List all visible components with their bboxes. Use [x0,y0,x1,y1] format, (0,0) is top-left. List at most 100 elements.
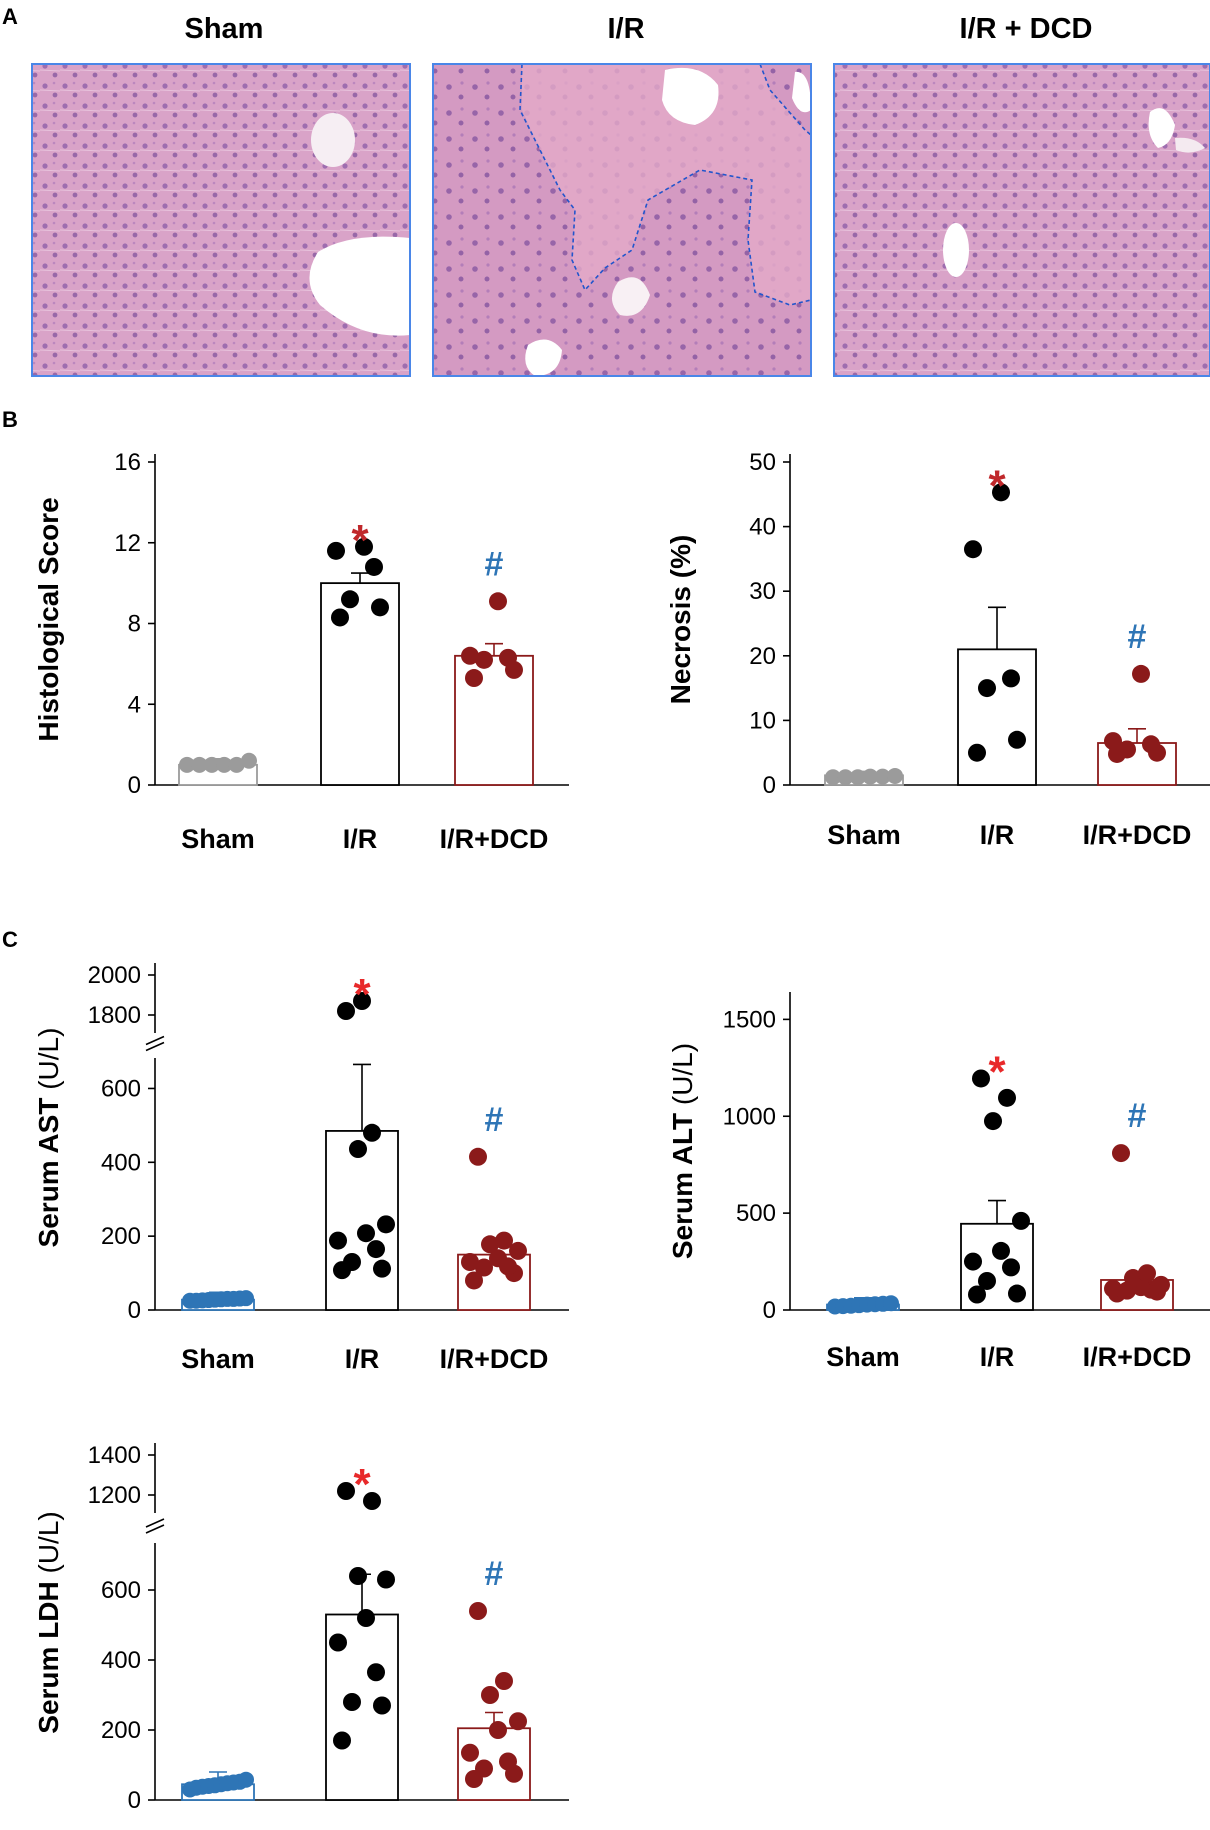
data-point [1142,735,1160,754]
data-point [349,1140,367,1159]
data-point [329,1231,347,1250]
data-point [489,592,507,611]
panel-letter-b: B [2,407,18,432]
panel-letter-a: A [2,4,18,29]
data-point [469,1147,487,1166]
category-label: I/R+DCD [1083,1342,1192,1372]
significance-hash: # [485,1555,504,1593]
histology-photo-sham [31,63,411,377]
y-tick-label: 20 [749,643,776,670]
y-tick-label: 0 [128,772,141,799]
y-tick-label: 400 [101,1647,141,1674]
category-label: I/R+DCD [440,824,549,854]
data-point [489,1721,507,1739]
data-point [509,1241,527,1260]
y-axis-label-unit: (U/L) [667,1043,698,1105]
y-axis-label: Serum ALT (U/L) [667,1043,698,1259]
category-label: I/R [343,824,378,854]
data-point [1138,1264,1156,1283]
data-point [499,648,517,667]
category-label: Sham [181,1344,255,1374]
data-point [377,1570,395,1589]
data-point [341,590,359,609]
data-point [495,1672,513,1690]
category-label: I/R [980,1342,1015,1372]
category-label: I/R+DCD [440,1344,549,1374]
category-label: Sham [181,824,255,854]
data-point [228,756,245,773]
y-tick-label: 0 [128,1297,141,1324]
data-point [972,1069,990,1088]
y-axis-label-name: Serum ALT [667,1105,698,1259]
y-tick-label: 600 [101,1075,141,1102]
y-tick-label: 40 [749,514,776,541]
data-point [968,743,986,762]
data-point [964,1252,982,1271]
data-point [1104,1279,1122,1298]
data-point [968,1285,986,1304]
data-point [203,756,220,773]
data-point [216,756,233,773]
y-tick-label: 600 [101,1577,141,1604]
significance-star: * [353,970,371,1019]
significance-hash: # [1128,618,1147,656]
data-point [357,1224,375,1243]
data-point [1152,1275,1170,1294]
data-point [1002,1258,1020,1277]
data-point [355,537,373,556]
chart-serum-alt: 0 500 1000 1500 Serum ALT (U/L) Sham I/R * I/R+D… [667,992,1210,1372]
y-tick-label: 1000 [723,1103,776,1130]
data-point [371,598,389,617]
y-axis-label-unit: (U/L) [33,1511,64,1573]
data-point [475,650,493,669]
data-point [238,1290,254,1307]
histology-photo-ir-dcd [833,63,1210,377]
data-point [469,1602,487,1620]
data-point [495,1231,513,1250]
category-label: I/R [345,1344,380,1374]
y-tick-label: 500 [736,1200,776,1227]
y-tick-label: 50 [749,449,776,476]
data-point [998,1088,1016,1107]
data-point [1008,730,1026,749]
y-tick-label: 200 [101,1717,141,1744]
category-label: I/R [980,820,1015,850]
significance-star: * [988,1047,1006,1096]
category-label: I/R+DCD [1083,820,1192,850]
data-point [1132,664,1150,683]
y-tick-label-upper: 1400 [88,1442,141,1469]
data-point [874,768,891,785]
significance-hash: # [485,545,504,583]
data-point [461,1253,479,1271]
data-point [992,483,1010,502]
category-label: Sham [827,820,901,850]
data-point [1112,1144,1130,1163]
chart-necrosis: 0 10 20 30 40 50 Necrosis (%) Sham I/R * I/R+DCD # [665,449,1210,850]
data-point [837,769,854,786]
data-point [465,669,483,688]
data-point [461,1743,479,1762]
data-point [353,992,371,1010]
data-point [499,1752,517,1771]
data-point [475,1258,493,1277]
data-point [367,1240,385,1259]
data-point [461,646,479,665]
data-point [179,756,195,773]
data-point [191,756,208,773]
histology-photo-ir [432,63,812,377]
data-point [465,1271,483,1290]
data-point [349,1567,367,1585]
y-tick-label-upper: 1200 [88,1482,141,1509]
data-point [363,1492,381,1510]
data-point [1012,1211,1030,1230]
y-axis-label: Histological Score [33,497,64,741]
data-point [481,1686,499,1704]
y-tick-label-upper: 1800 [88,1002,141,1029]
data-point [327,541,345,560]
data-point [241,752,257,769]
data-point [1124,1269,1142,1288]
data-point [1118,740,1136,759]
y-tick-label: 16 [114,449,141,476]
data-point [849,769,866,786]
